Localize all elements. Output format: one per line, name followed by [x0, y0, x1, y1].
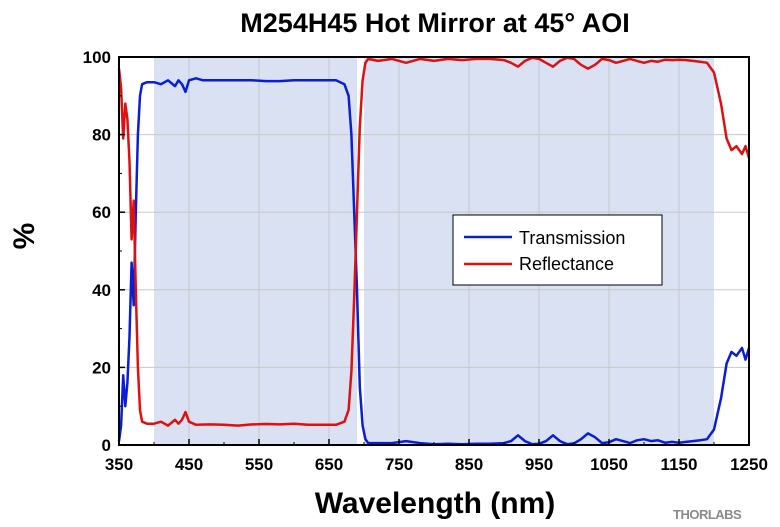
- x-tick-label: 550: [245, 455, 273, 474]
- x-tick-label: 650: [315, 455, 343, 474]
- logo-text: THORLABS: [673, 507, 742, 522]
- thorlabs-logo: THORLABS: [673, 507, 743, 522]
- x-tick-label: 350: [105, 455, 133, 474]
- axis-ticks: [118, 56, 750, 446]
- chart-title: M254H45 Hot Mirror at 45° AOI: [240, 8, 629, 38]
- x-tick-label: 850: [455, 455, 483, 474]
- x-tick-label: 1250: [730, 455, 768, 474]
- x-tick-label: 1050: [590, 455, 628, 474]
- y-tick-label: 0: [102, 436, 111, 455]
- y-tick-label: 80: [92, 126, 111, 145]
- legend-label-reflectance: Reflectance: [519, 254, 614, 274]
- tick-labels: 350 450 550 650 750 850 950 1050 1150 1250 0 20 40 60…: [83, 48, 768, 474]
- series-line-transmission: [117, 77, 751, 446]
- legend-label-transmission: Transmission: [519, 228, 625, 248]
- x-tick-label: 950: [525, 455, 553, 474]
- legend-box: [452, 214, 663, 286]
- x-tick-label: 450: [175, 455, 203, 474]
- y-tick-label: 40: [92, 281, 111, 300]
- series-lines: [117, 56, 751, 446]
- legend: Transmission Reflectance: [452, 214, 663, 286]
- shaded-band-0: [154, 57, 357, 445]
- y-tick-label: 60: [92, 203, 111, 222]
- y-tick-label: 100: [83, 48, 111, 67]
- x-axis-title: Wavelength (nm): [315, 487, 556, 520]
- y-axis-title: %: [8, 223, 41, 250]
- x-tick-label: 1150: [661, 455, 698, 474]
- x-tick-label: 750: [385, 455, 413, 474]
- y-tick-label: 20: [92, 358, 111, 377]
- series-line-reflectance: [117, 56, 751, 427]
